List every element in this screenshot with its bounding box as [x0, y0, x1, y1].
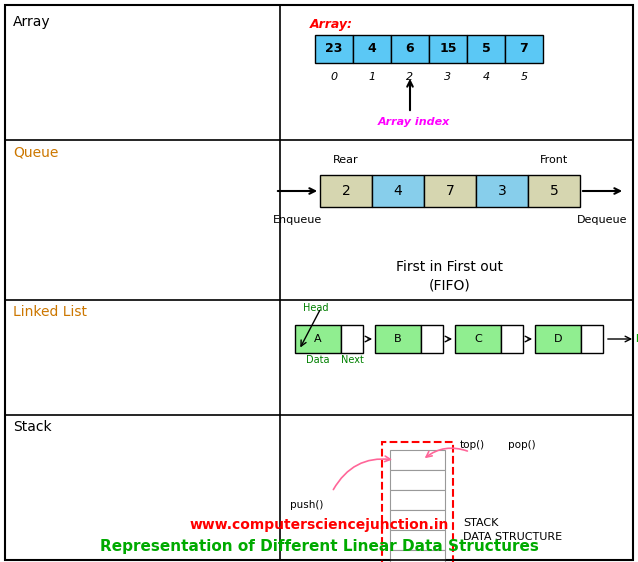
FancyBboxPatch shape — [467, 35, 505, 63]
Text: Head: Head — [303, 303, 329, 313]
FancyBboxPatch shape — [341, 325, 363, 353]
FancyBboxPatch shape — [501, 325, 523, 353]
Text: C: C — [474, 334, 482, 344]
FancyBboxPatch shape — [295, 325, 341, 353]
Text: 23: 23 — [325, 43, 343, 56]
Text: 4: 4 — [482, 72, 489, 82]
Text: Enqueue: Enqueue — [273, 215, 323, 225]
FancyBboxPatch shape — [390, 470, 445, 490]
Text: 3: 3 — [445, 72, 452, 82]
Text: 4: 4 — [394, 184, 403, 198]
Text: Linked List: Linked List — [13, 305, 87, 319]
Text: STACK
DATA STRUCTURE: STACK DATA STRUCTURE — [463, 518, 562, 542]
Text: Dequeue: Dequeue — [577, 215, 627, 225]
Text: First in First out
(FIFO): First in First out (FIFO) — [396, 260, 503, 292]
Text: B: B — [394, 334, 402, 344]
FancyBboxPatch shape — [505, 35, 543, 63]
FancyBboxPatch shape — [390, 490, 445, 510]
FancyBboxPatch shape — [5, 5, 633, 560]
FancyBboxPatch shape — [390, 530, 445, 550]
Text: Array:: Array: — [310, 18, 353, 31]
Text: 4: 4 — [367, 43, 376, 56]
Text: Data: Data — [306, 355, 330, 365]
FancyBboxPatch shape — [375, 325, 421, 353]
FancyBboxPatch shape — [353, 35, 391, 63]
FancyBboxPatch shape — [429, 35, 467, 63]
Text: Queue: Queue — [13, 145, 58, 159]
FancyBboxPatch shape — [421, 325, 443, 353]
Text: NULL: NULL — [635, 334, 638, 344]
FancyBboxPatch shape — [315, 35, 353, 63]
Text: Rear: Rear — [333, 155, 359, 165]
FancyBboxPatch shape — [424, 175, 476, 207]
Text: 7: 7 — [445, 184, 454, 198]
Text: pop(): pop() — [508, 440, 536, 450]
FancyBboxPatch shape — [320, 175, 372, 207]
Text: 0: 0 — [330, 72, 338, 82]
Text: www.computersciencejunction.in: www.computersciencejunction.in — [189, 518, 449, 532]
Text: 5: 5 — [482, 43, 491, 56]
FancyBboxPatch shape — [372, 175, 424, 207]
Text: D: D — [554, 334, 562, 344]
FancyBboxPatch shape — [390, 550, 445, 562]
Text: Stack: Stack — [13, 420, 52, 434]
Text: 5: 5 — [549, 184, 558, 198]
FancyBboxPatch shape — [581, 325, 603, 353]
Text: 15: 15 — [439, 43, 457, 56]
Text: 3: 3 — [498, 184, 507, 198]
Text: 2: 2 — [341, 184, 350, 198]
Text: 1: 1 — [368, 72, 376, 82]
Text: 6: 6 — [406, 43, 414, 56]
Text: Array index: Array index — [378, 117, 450, 127]
Text: Array: Array — [13, 15, 50, 29]
Text: push(): push() — [290, 500, 323, 510]
FancyBboxPatch shape — [476, 175, 528, 207]
Text: Representation of Different Linear Data Structures: Representation of Different Linear Data … — [100, 539, 538, 554]
FancyBboxPatch shape — [455, 325, 501, 353]
Text: 5: 5 — [521, 72, 528, 82]
Text: A: A — [314, 334, 322, 344]
FancyBboxPatch shape — [535, 325, 581, 353]
FancyBboxPatch shape — [390, 450, 445, 470]
Text: Front: Front — [540, 155, 568, 165]
Text: top(): top() — [460, 440, 485, 450]
Text: 7: 7 — [519, 43, 528, 56]
Text: 2: 2 — [406, 72, 413, 82]
FancyBboxPatch shape — [528, 175, 580, 207]
FancyBboxPatch shape — [390, 510, 445, 530]
FancyBboxPatch shape — [391, 35, 429, 63]
Text: Next: Next — [341, 355, 364, 365]
